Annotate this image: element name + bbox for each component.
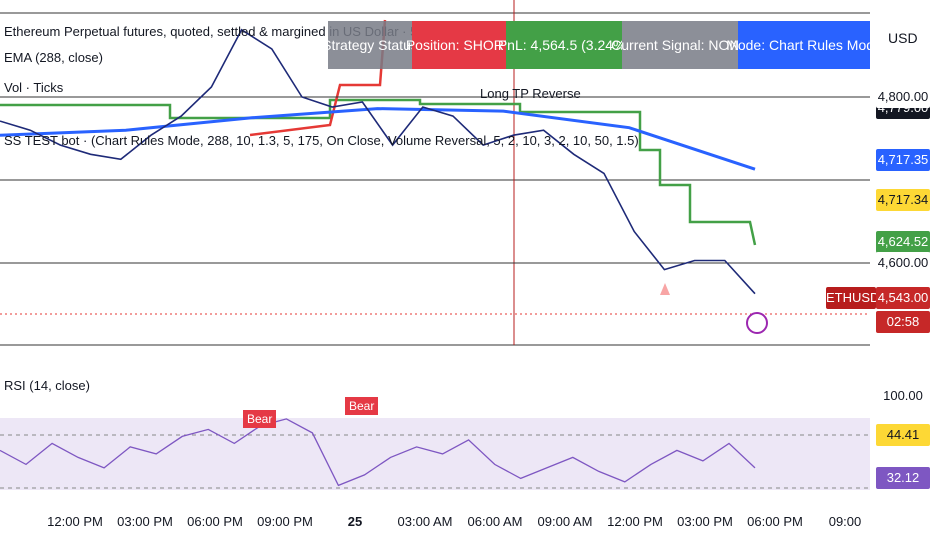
rsi-tick-label: 44.41 bbox=[876, 424, 930, 446]
symbol-label: ETHUSD.P bbox=[826, 287, 892, 309]
countdown: 02:58 bbox=[876, 311, 930, 333]
indicator-label: EMA (288, close) bbox=[4, 50, 103, 65]
price-tick-label: 4,600.00 bbox=[876, 252, 930, 274]
price-label: 4,717.34 bbox=[876, 189, 930, 211]
x-tick-label: 25 bbox=[347, 514, 363, 529]
ema-line bbox=[0, 107, 756, 171]
status-cell: Mode: Chart Rules Mode bbox=[726, 21, 882, 69]
rsi-title: RSI (14, close) bbox=[4, 378, 90, 393]
currency: USD bbox=[888, 30, 918, 46]
x-tick-label: 03:00 AM bbox=[397, 514, 453, 529]
x-tick-label: 09:00 bbox=[828, 514, 862, 529]
status-cell: Strategy Status bbox=[322, 21, 418, 69]
price-label: 4,717.35 bbox=[876, 149, 930, 171]
indicator-label: SS TEST bot · (Chart Rules Mode, 288, 10… bbox=[4, 133, 639, 148]
rsi-line bbox=[0, 418, 756, 487]
live-dot bbox=[746, 312, 768, 334]
signal-arrow bbox=[660, 283, 670, 295]
price-label: 4,543.00 bbox=[876, 287, 930, 309]
bear-signal: Bear bbox=[243, 410, 277, 428]
status-cell: Current Signal: NONE bbox=[611, 21, 749, 69]
rsi-band bbox=[0, 418, 870, 490]
x-tick-label: 12:00 PM bbox=[607, 514, 663, 529]
x-tick-label: 03:00 PM bbox=[677, 514, 733, 529]
status-cell: PnL: 4,564.5 (3.24%) bbox=[498, 21, 630, 69]
trailing-stop bbox=[0, 98, 757, 246]
annotation: Long TP Reverse bbox=[480, 86, 581, 101]
price-line bbox=[0, 28, 756, 295]
status-cell: Position: SHORT bbox=[406, 21, 512, 69]
x-tick-label: 12:00 PM bbox=[47, 514, 103, 529]
rsi-tick-label: 100.00 bbox=[883, 388, 923, 403]
x-tick-label: 06:00 PM bbox=[747, 514, 803, 529]
x-tick-label: 06:00 AM bbox=[467, 514, 523, 529]
rsi-tick-label: 32.12 bbox=[876, 467, 930, 489]
price-tick-label: 4,800.00 bbox=[876, 86, 930, 108]
price-label: 4,624.52 bbox=[876, 231, 930, 253]
x-tick-label: 09:00 PM bbox=[257, 514, 313, 529]
indicator-label: Vol · Ticks bbox=[4, 80, 64, 95]
x-tick-label: 09:00 AM bbox=[537, 514, 593, 529]
x-tick-label: 03:00 PM bbox=[117, 514, 173, 529]
bear-signal: Bear bbox=[345, 397, 379, 415]
x-tick-label: 06:00 PM bbox=[187, 514, 243, 529]
